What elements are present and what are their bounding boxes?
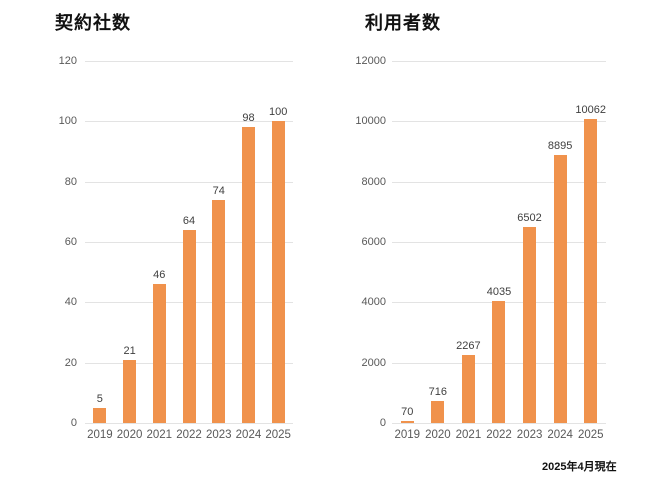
bar: [241, 127, 255, 423]
bar-slot: 21: [115, 345, 145, 423]
bar: [431, 401, 445, 423]
bar-series: 5 21 46 64 74 98 100: [85, 61, 293, 423]
y-tick-label: 0: [70, 417, 77, 429]
bar-value-label: 64: [182, 214, 196, 227]
bar-slot: 8895: [545, 140, 576, 423]
x-tick-label: 2025: [265, 429, 291, 441]
bar-value-label: 10062: [575, 104, 606, 117]
x-tick-label: 2021: [146, 429, 173, 441]
chart-title: 契約社数: [55, 13, 131, 33]
bar-slot: 70: [392, 406, 423, 423]
gridline: [85, 423, 293, 424]
bar-value-label: 100: [268, 106, 288, 119]
bar-series: 70 716 2267 4035 6502 8895 10062: [392, 61, 606, 423]
bar: [271, 121, 285, 423]
bar-value-label: 70: [401, 405, 414, 418]
y-axis: 0 2000 4000 6000 8000 10000 12000: [350, 55, 392, 429]
bar-value-label: 21: [123, 344, 136, 357]
gridline: [392, 181, 606, 183]
plot-area: 70 716 2267 4035 6502 8895 10062: [392, 61, 606, 424]
y-axis: 0 20 40 60 80 100 120: [40, 55, 85, 429]
bar-slot: 46: [144, 269, 174, 423]
bar-slot: 64: [174, 215, 204, 423]
x-axis-labels: 2019 2020 2021 2022 2023 2024 2025: [85, 429, 293, 441]
bar-value-label: 2267: [456, 339, 481, 352]
x-axis: 2019 2020 2021 2022 2023 2024 2025: [350, 429, 606, 441]
y-tick-label: 80: [64, 175, 77, 188]
bar: [523, 226, 537, 423]
y-tick-label: 10000: [355, 115, 386, 128]
chart-contracted-companies: 契約社数 0 20 40 60 80 100 120 5 21 46 64 74 98 100 2019…: [40, 12, 293, 441]
x-tick-label: 2023: [516, 429, 543, 441]
x-tick-label: 2022: [486, 429, 512, 441]
y-tick-label: 12000: [355, 55, 386, 67]
bar-slot: 100: [263, 106, 293, 423]
x-axis-labels: 2019 2020 2021 2022 2023 2024 2025: [392, 429, 606, 441]
x-tick-label: 2019: [87, 429, 113, 441]
bar-slot: 6502: [514, 212, 545, 423]
y-tick-label: 2000: [361, 356, 386, 369]
gridline: [85, 181, 293, 183]
chart-title: 利用者数: [365, 13, 441, 33]
bar-slot: 716: [423, 386, 454, 423]
gridline: [392, 61, 606, 62]
chart-body: 0 2000 4000 6000 8000 10000 12000 70 716 2267 403…: [350, 55, 606, 429]
x-axis-spacer: [40, 429, 85, 441]
x-axis: 2019 2020 2021 2022 2023 2024 2025: [40, 429, 293, 441]
bar-value-label: 8895: [547, 139, 573, 152]
footnote-date: 2025年4月現在: [542, 461, 617, 473]
x-axis-spacer: [350, 429, 392, 441]
x-tick-label: 2020: [425, 429, 451, 441]
bar-value-label: 4035: [486, 286, 512, 299]
gridline: [392, 121, 606, 123]
y-tick-label: 4000: [361, 296, 386, 309]
y-tick-label: 120: [58, 55, 77, 67]
y-tick-label: 8000: [361, 175, 386, 188]
gridline: [85, 121, 293, 123]
bar-value-label: 74: [212, 184, 225, 197]
bar: [152, 284, 166, 423]
x-tick-label: 2025: [577, 429, 604, 441]
chart-users: 利用者数 0 2000 4000 6000 8000 10000 12000 70 716 22…: [350, 12, 606, 441]
chart-body: 0 20 40 60 80 100 120 5 21 46 64 74 98 100: [40, 55, 293, 429]
gridline: [392, 242, 606, 243]
x-tick-label: 2023: [205, 429, 232, 441]
bar-value-label: 98: [242, 112, 255, 125]
bar-slot: 4035: [484, 286, 515, 423]
y-tick-label: 100: [58, 115, 77, 128]
bar-slot: 10062: [575, 104, 606, 423]
bar-slot: 2267: [453, 340, 484, 423]
bar: [93, 407, 107, 423]
y-tick-label: 6000: [361, 236, 386, 248]
x-tick-label: 2024: [547, 429, 573, 441]
y-tick-label: 20: [64, 356, 77, 369]
x-tick-label: 2022: [176, 429, 202, 441]
bar: [182, 229, 196, 423]
y-tick-label: 0: [379, 417, 386, 429]
bar: [584, 119, 598, 423]
bar: [123, 359, 137, 423]
x-tick-label: 2020: [116, 429, 143, 441]
bar-slot: 74: [204, 185, 234, 423]
bar-value-label: 5: [96, 392, 103, 405]
bar: [492, 301, 506, 423]
bar: [461, 354, 475, 423]
bar: [400, 420, 414, 423]
bar-value-label: 6502: [517, 211, 542, 224]
bar-slot: 5: [85, 393, 115, 423]
x-tick-label: 2024: [235, 429, 262, 441]
y-tick-label: 40: [64, 296, 77, 309]
bar: [212, 199, 226, 423]
x-tick-label: 2021: [455, 429, 482, 441]
bar-value-label: 46: [153, 269, 166, 282]
x-tick-label: 2019: [394, 429, 421, 441]
plot-area: 5 21 46 64 74 98 100: [85, 61, 293, 424]
y-tick-label: 60: [64, 236, 77, 248]
bar-slot: 98: [234, 112, 264, 423]
gridline: [392, 423, 606, 424]
bar: [553, 154, 567, 423]
bar-value-label: 716: [428, 386, 448, 399]
gridline: [85, 61, 293, 62]
